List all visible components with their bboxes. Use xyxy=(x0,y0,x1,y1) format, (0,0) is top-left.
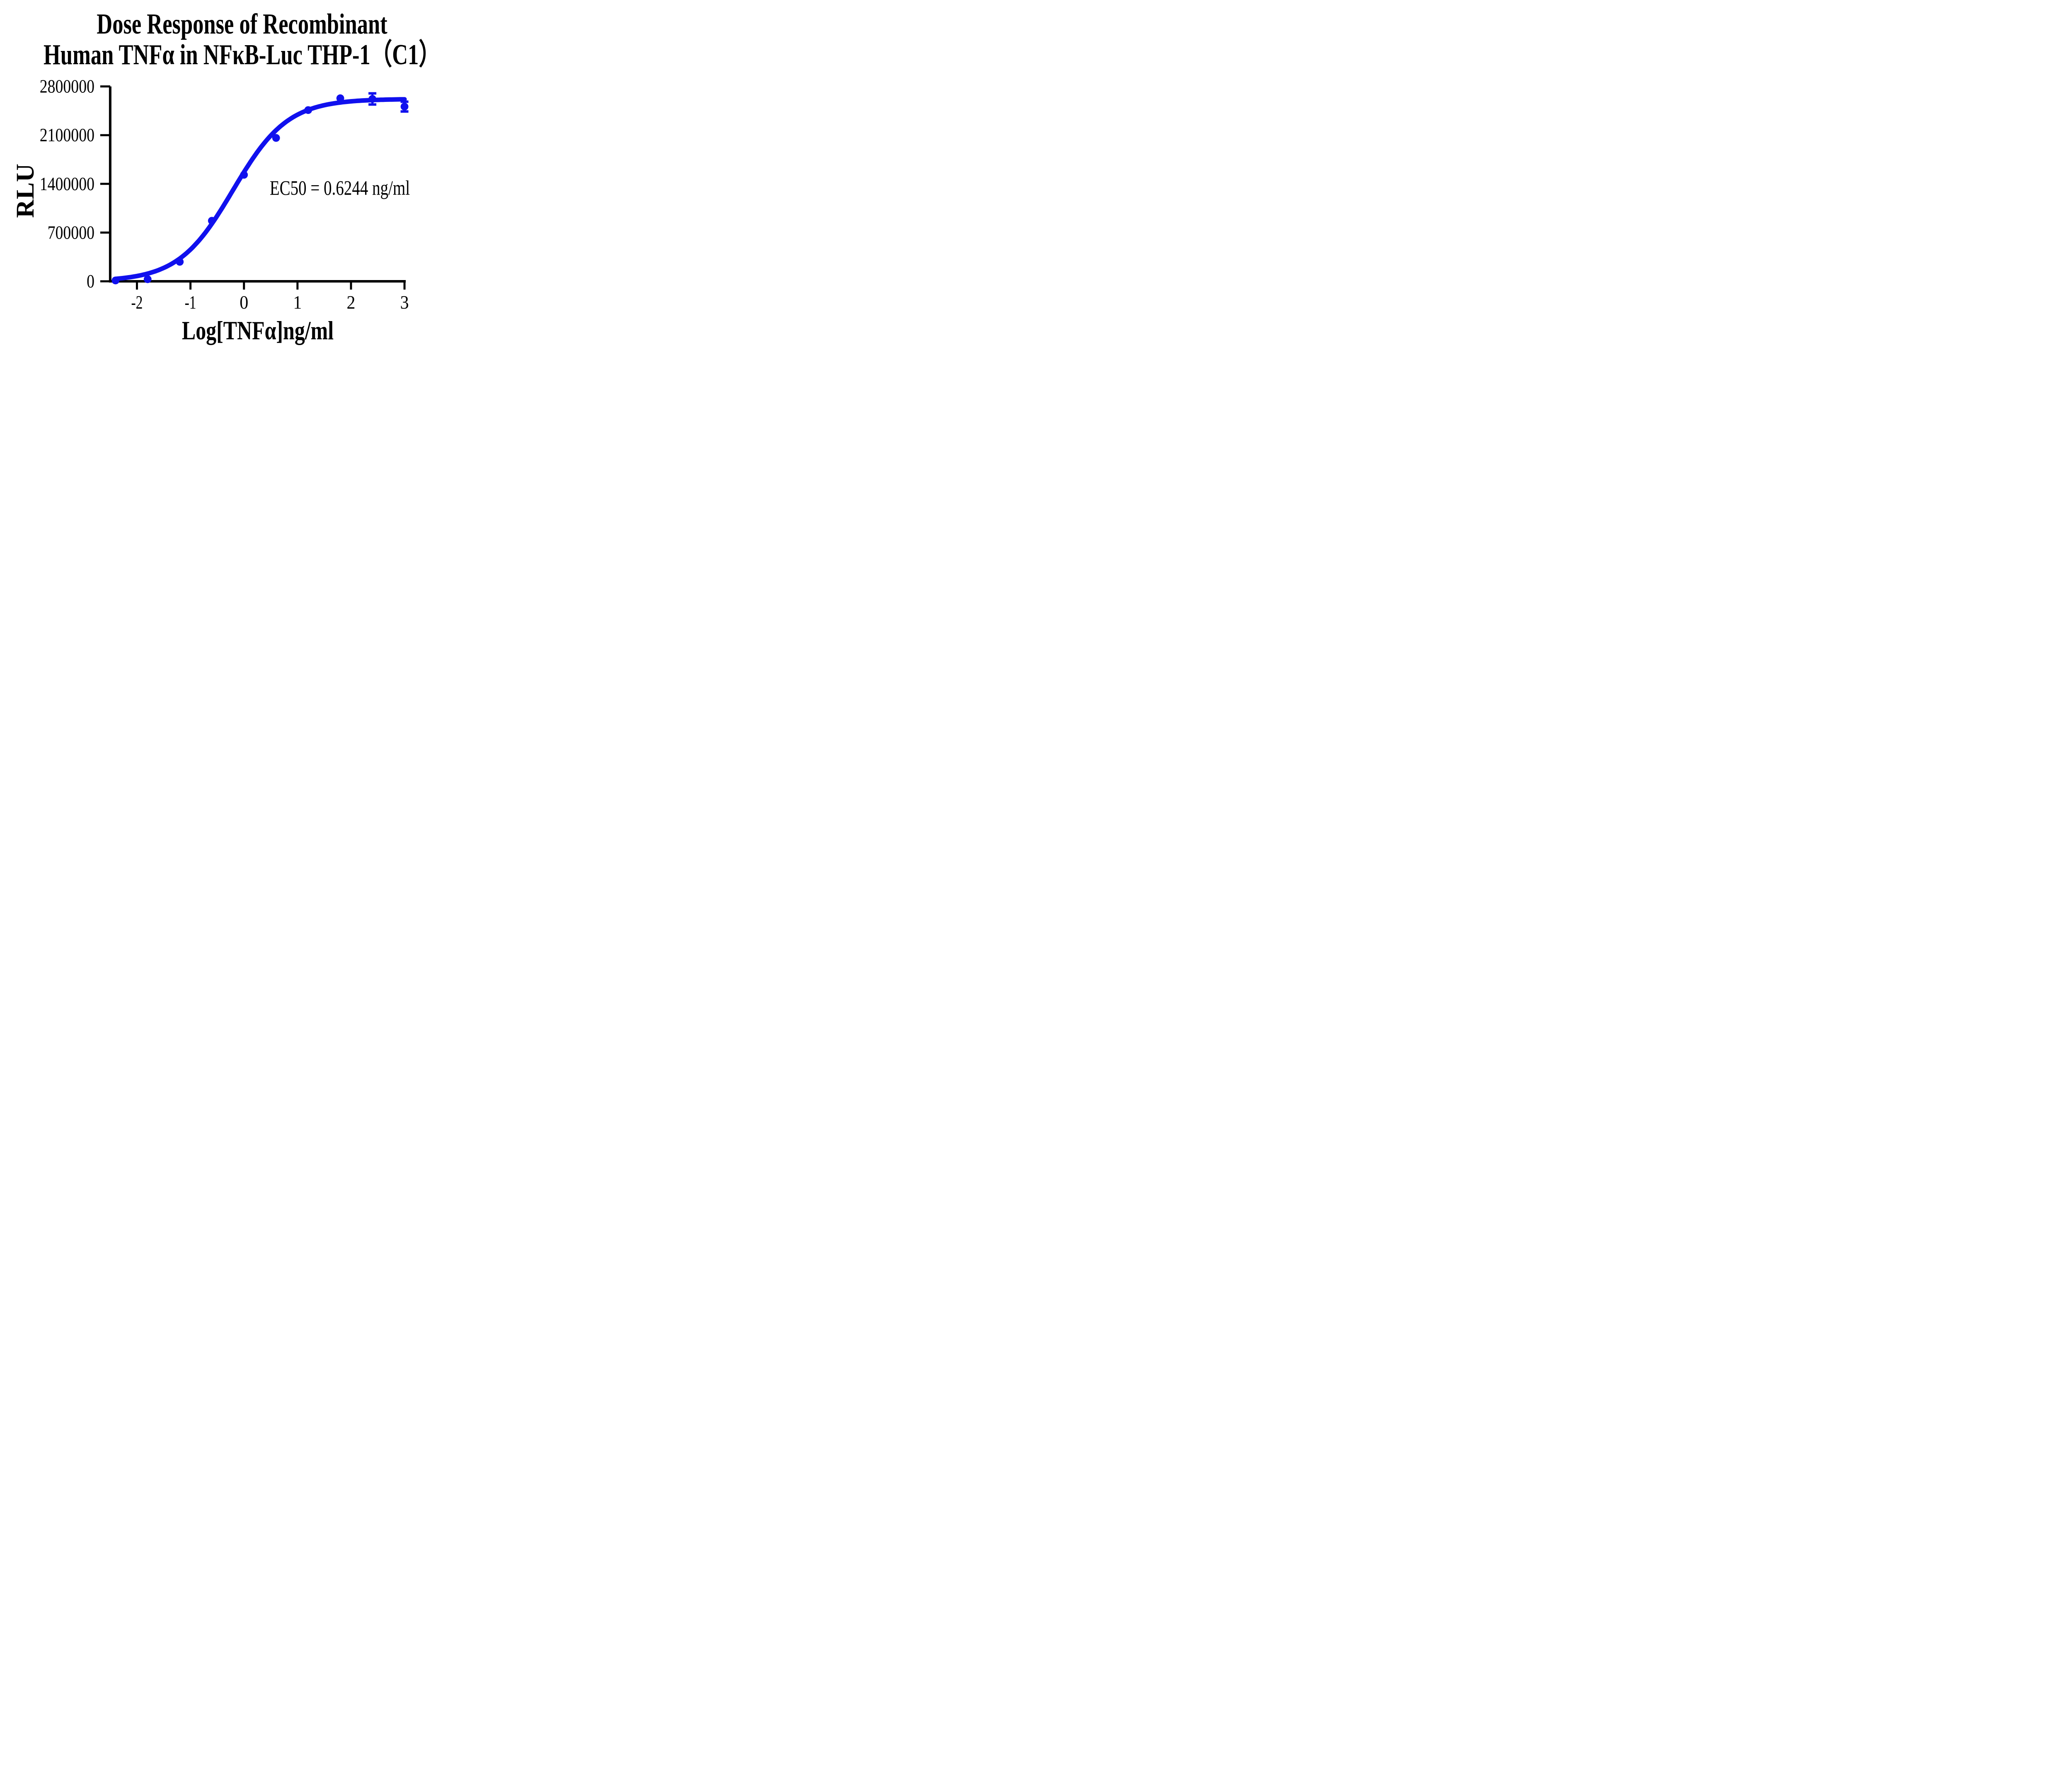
chart-title: Dose Response of Recombinant Human TNFα … xyxy=(44,9,441,70)
data-point xyxy=(336,94,344,102)
data-point xyxy=(400,102,409,111)
chart-title-line1: Dose Response of Recombinant xyxy=(97,8,387,40)
x-tick-label: -2 xyxy=(131,292,143,313)
y-tick-label: 1400000 xyxy=(40,173,94,194)
data-point xyxy=(208,217,216,225)
x-tick-label: 2 xyxy=(346,292,355,313)
x-tick-label: -1 xyxy=(185,292,196,313)
ec50-annotation: EC50 = 0.6244 ng/ml xyxy=(269,176,410,199)
data-point xyxy=(240,171,248,179)
data-point xyxy=(143,275,152,283)
y-tick-label: 0 xyxy=(87,271,94,292)
x-tick-label: 0 xyxy=(240,292,248,313)
y-tick-label: 2800000 xyxy=(40,76,94,97)
y-tick-label: 700000 xyxy=(48,222,94,243)
x-tick-label: 1 xyxy=(293,292,302,313)
fit-curve xyxy=(113,97,407,281)
chart-canvas: Dose Response of Recombinant Human TNFα … xyxy=(0,0,451,354)
data-point xyxy=(304,106,312,114)
x-axis-title: Log[TNFα]ng/ml xyxy=(182,316,334,345)
x-tick-label: 3 xyxy=(400,292,409,313)
y-tick-label: 2100000 xyxy=(40,124,94,145)
chart-title-line2: Human TNFα in NFκB-Luc THP-1（C1） xyxy=(44,39,441,71)
data-point xyxy=(368,95,377,103)
data-point xyxy=(111,276,120,285)
dose-response-plot: 0 700000 1400000 2100000 2800000 -2 -1 0 1 2 3 xyxy=(40,76,409,313)
data-point xyxy=(272,134,280,142)
data-point xyxy=(176,258,184,266)
